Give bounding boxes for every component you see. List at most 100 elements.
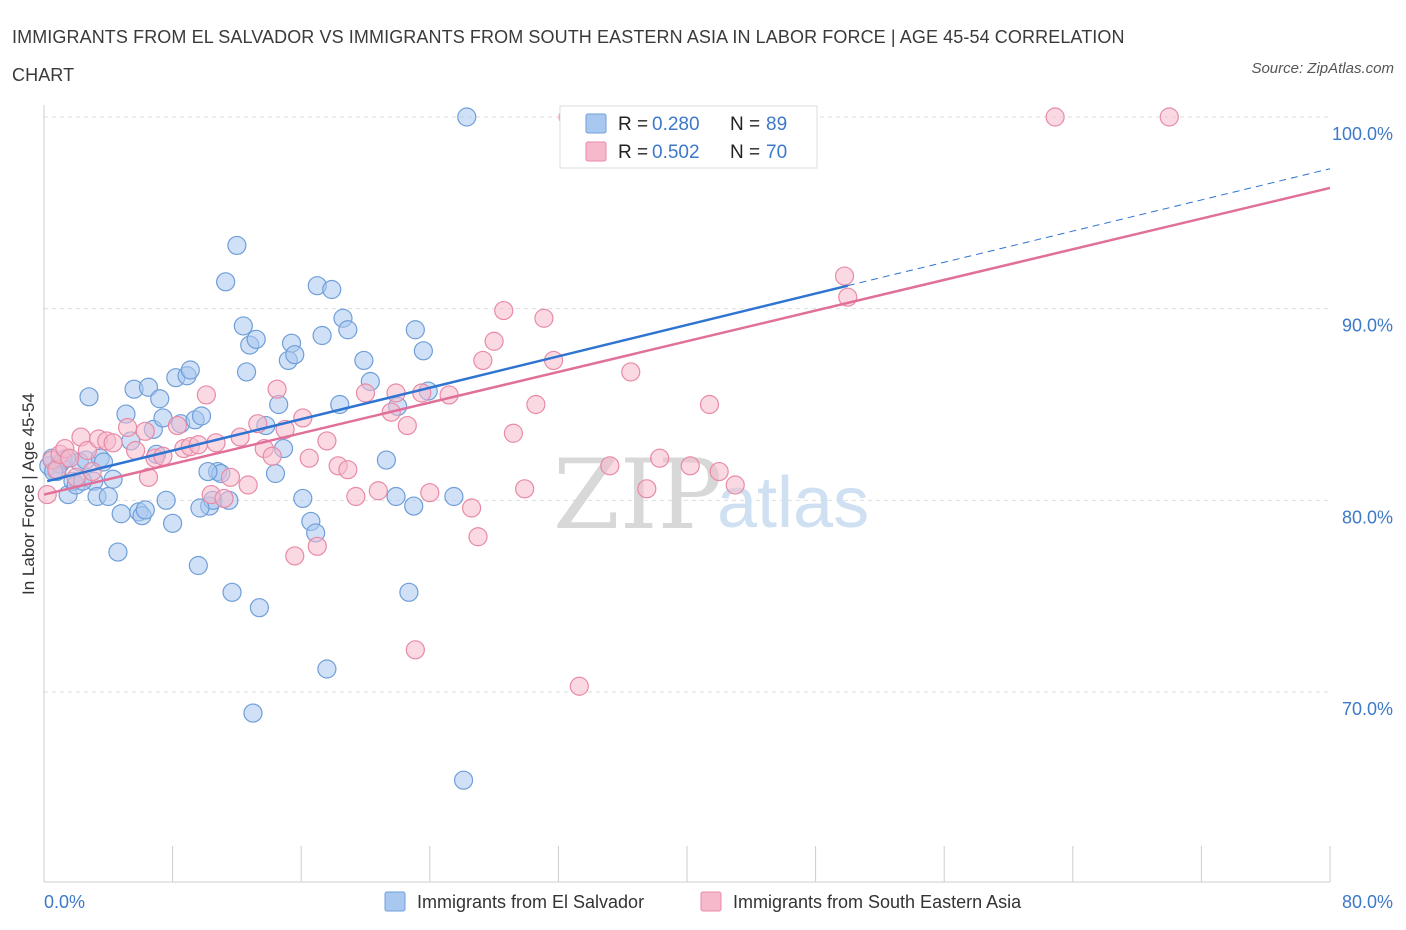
- data-point-el-salvador: [233, 316, 253, 336]
- data-point-el-salvador: [405, 320, 425, 340]
- data-point-el-salvador: [236, 362, 257, 382]
- data-point-se-asia: [405, 640, 425, 660]
- data-point-se-asia: [368, 481, 388, 501]
- correlation-legend: R = 0.280 N = 89 R = 0.502 N = 70: [559, 105, 818, 169]
- watermark-zip: ZIP: [553, 439, 722, 551]
- y-tick-label: 70.0%: [1342, 699, 1393, 719]
- data-point-se-asia: [338, 460, 358, 480]
- data-point-se-asia: [285, 546, 305, 566]
- trend-lines: [43, 168, 1331, 496]
- watermark-atlas: atlas: [717, 463, 869, 543]
- source-label: Source: ZipAtlas.com: [1251, 60, 1394, 77]
- data-point-se-asia: [1159, 107, 1179, 127]
- data-point-el-salvador: [198, 461, 218, 482]
- data-point-el-salvador: [108, 542, 128, 562]
- data-point-se-asia: [66, 467, 86, 487]
- bottom-legend-label-blue: Immigrants from El Salvador: [417, 892, 644, 912]
- data-point-el-salvador: [404, 496, 424, 516]
- data-point-se-asia: [135, 421, 155, 441]
- chart-title: IMMIGRANTS FROM EL SALVADOR VS IMMIGRANT…: [12, 27, 1125, 85]
- data-point-el-salvador: [156, 490, 176, 510]
- data-point-se-asia: [699, 394, 720, 415]
- data-point-se-asia: [473, 350, 493, 371]
- data-point-el-salvador: [376, 450, 396, 470]
- legend-swatch-pink: [585, 141, 607, 162]
- data-point-el-salvador: [216, 272, 236, 292]
- data-point-se-asia: [650, 448, 670, 468]
- x-tick-label-min: 0.0%: [44, 892, 85, 912]
- data-point-el-salvador: [338, 320, 358, 340]
- data-point-el-salvador: [163, 513, 183, 533]
- y-tick-label: 80.0%: [1342, 507, 1393, 527]
- y-axis-title: In Labor Force | Age 45-54: [19, 393, 38, 595]
- data-point-el-salvador: [180, 360, 200, 380]
- data-point-se-asia: [386, 383, 406, 403]
- data-point-se-asia: [307, 536, 327, 556]
- data-point-se-asia: [267, 379, 287, 399]
- data-point-el-salvador: [444, 486, 464, 507]
- data-point-se-asia: [397, 415, 417, 436]
- data-point-se-asia: [262, 446, 282, 466]
- data-point-se-asia: [503, 423, 523, 443]
- data-point-se-asia: [196, 385, 216, 405]
- data-point-se-asia: [412, 383, 432, 403]
- data-point-el-salvador: [293, 488, 313, 509]
- data-point-se-asia: [680, 456, 700, 476]
- data-point-el-salvador: [317, 659, 337, 679]
- data-point-el-salvador: [138, 377, 159, 397]
- data-point-se-asia: [709, 461, 729, 482]
- y-tick-labels: 70.0% 80.0% 90.0% 100.0%: [1332, 124, 1393, 719]
- data-point-se-asia: [494, 300, 514, 321]
- series-se-asia-points: [37, 107, 1179, 696]
- data-point-el-salvador: [246, 329, 266, 349]
- trendline-el-salvador: [46, 284, 849, 483]
- trendline-el-salvador-extension: [847, 168, 1331, 287]
- watermark: ZIP atlas: [553, 439, 869, 551]
- data-point-se-asia: [484, 331, 504, 351]
- data-point-se-asia: [600, 456, 620, 476]
- data-point-se-asia: [569, 676, 589, 696]
- data-point-el-salvador: [227, 235, 247, 256]
- legend-r-label-blue: R =: [618, 114, 648, 135]
- legend-r-value-pink: 0.502: [652, 142, 700, 163]
- data-point-el-salvador: [386, 486, 406, 507]
- data-point-se-asia: [515, 479, 535, 499]
- data-point-se-asia: [439, 385, 459, 405]
- data-point-se-asia: [167, 415, 188, 436]
- legend-swatch-blue: [585, 113, 607, 134]
- series-legend: Immigrants from El Salvador Immigrants f…: [384, 891, 1022, 912]
- data-point-se-asia: [138, 467, 159, 487]
- data-point-el-salvador: [285, 345, 305, 365]
- data-point-el-salvador: [79, 387, 99, 407]
- data-point-se-asia: [103, 433, 123, 453]
- data-point-se-asia: [461, 498, 482, 518]
- legend-n-value-blue: 89: [766, 114, 787, 135]
- data-point-el-salvador: [322, 279, 342, 300]
- data-point-se-asia: [230, 427, 250, 447]
- data-point-se-asia: [543, 350, 564, 371]
- data-point-se-asia: [238, 475, 258, 495]
- data-point-el-salvador: [265, 463, 286, 484]
- data-point-el-salvador: [191, 406, 212, 426]
- data-point-el-salvador: [150, 389, 170, 409]
- data-point-se-asia: [220, 467, 241, 487]
- data-point-el-salvador: [243, 703, 263, 723]
- data-point-el-salvador: [354, 350, 374, 371]
- data-point-se-asia: [317, 431, 337, 451]
- bottom-legend-swatch-blue: [384, 891, 406, 912]
- data-point-el-salvador: [249, 598, 270, 618]
- data-point-se-asia: [153, 446, 173, 466]
- data-point-el-salvador: [413, 341, 433, 361]
- legend-n-label-blue: N =: [730, 114, 760, 135]
- data-point-el-salvador: [399, 582, 419, 602]
- data-point-el-salvador: [312, 325, 332, 346]
- data-point-se-asia: [60, 448, 80, 468]
- data-point-se-asia: [526, 394, 546, 415]
- data-point-se-asia: [346, 486, 366, 507]
- data-point-se-asia: [621, 362, 641, 382]
- grid-lines: [44, 116, 1330, 693]
- data-point-se-asia: [420, 483, 440, 503]
- data-point-el-salvador: [190, 498, 210, 518]
- data-point-el-salvador: [135, 500, 155, 520]
